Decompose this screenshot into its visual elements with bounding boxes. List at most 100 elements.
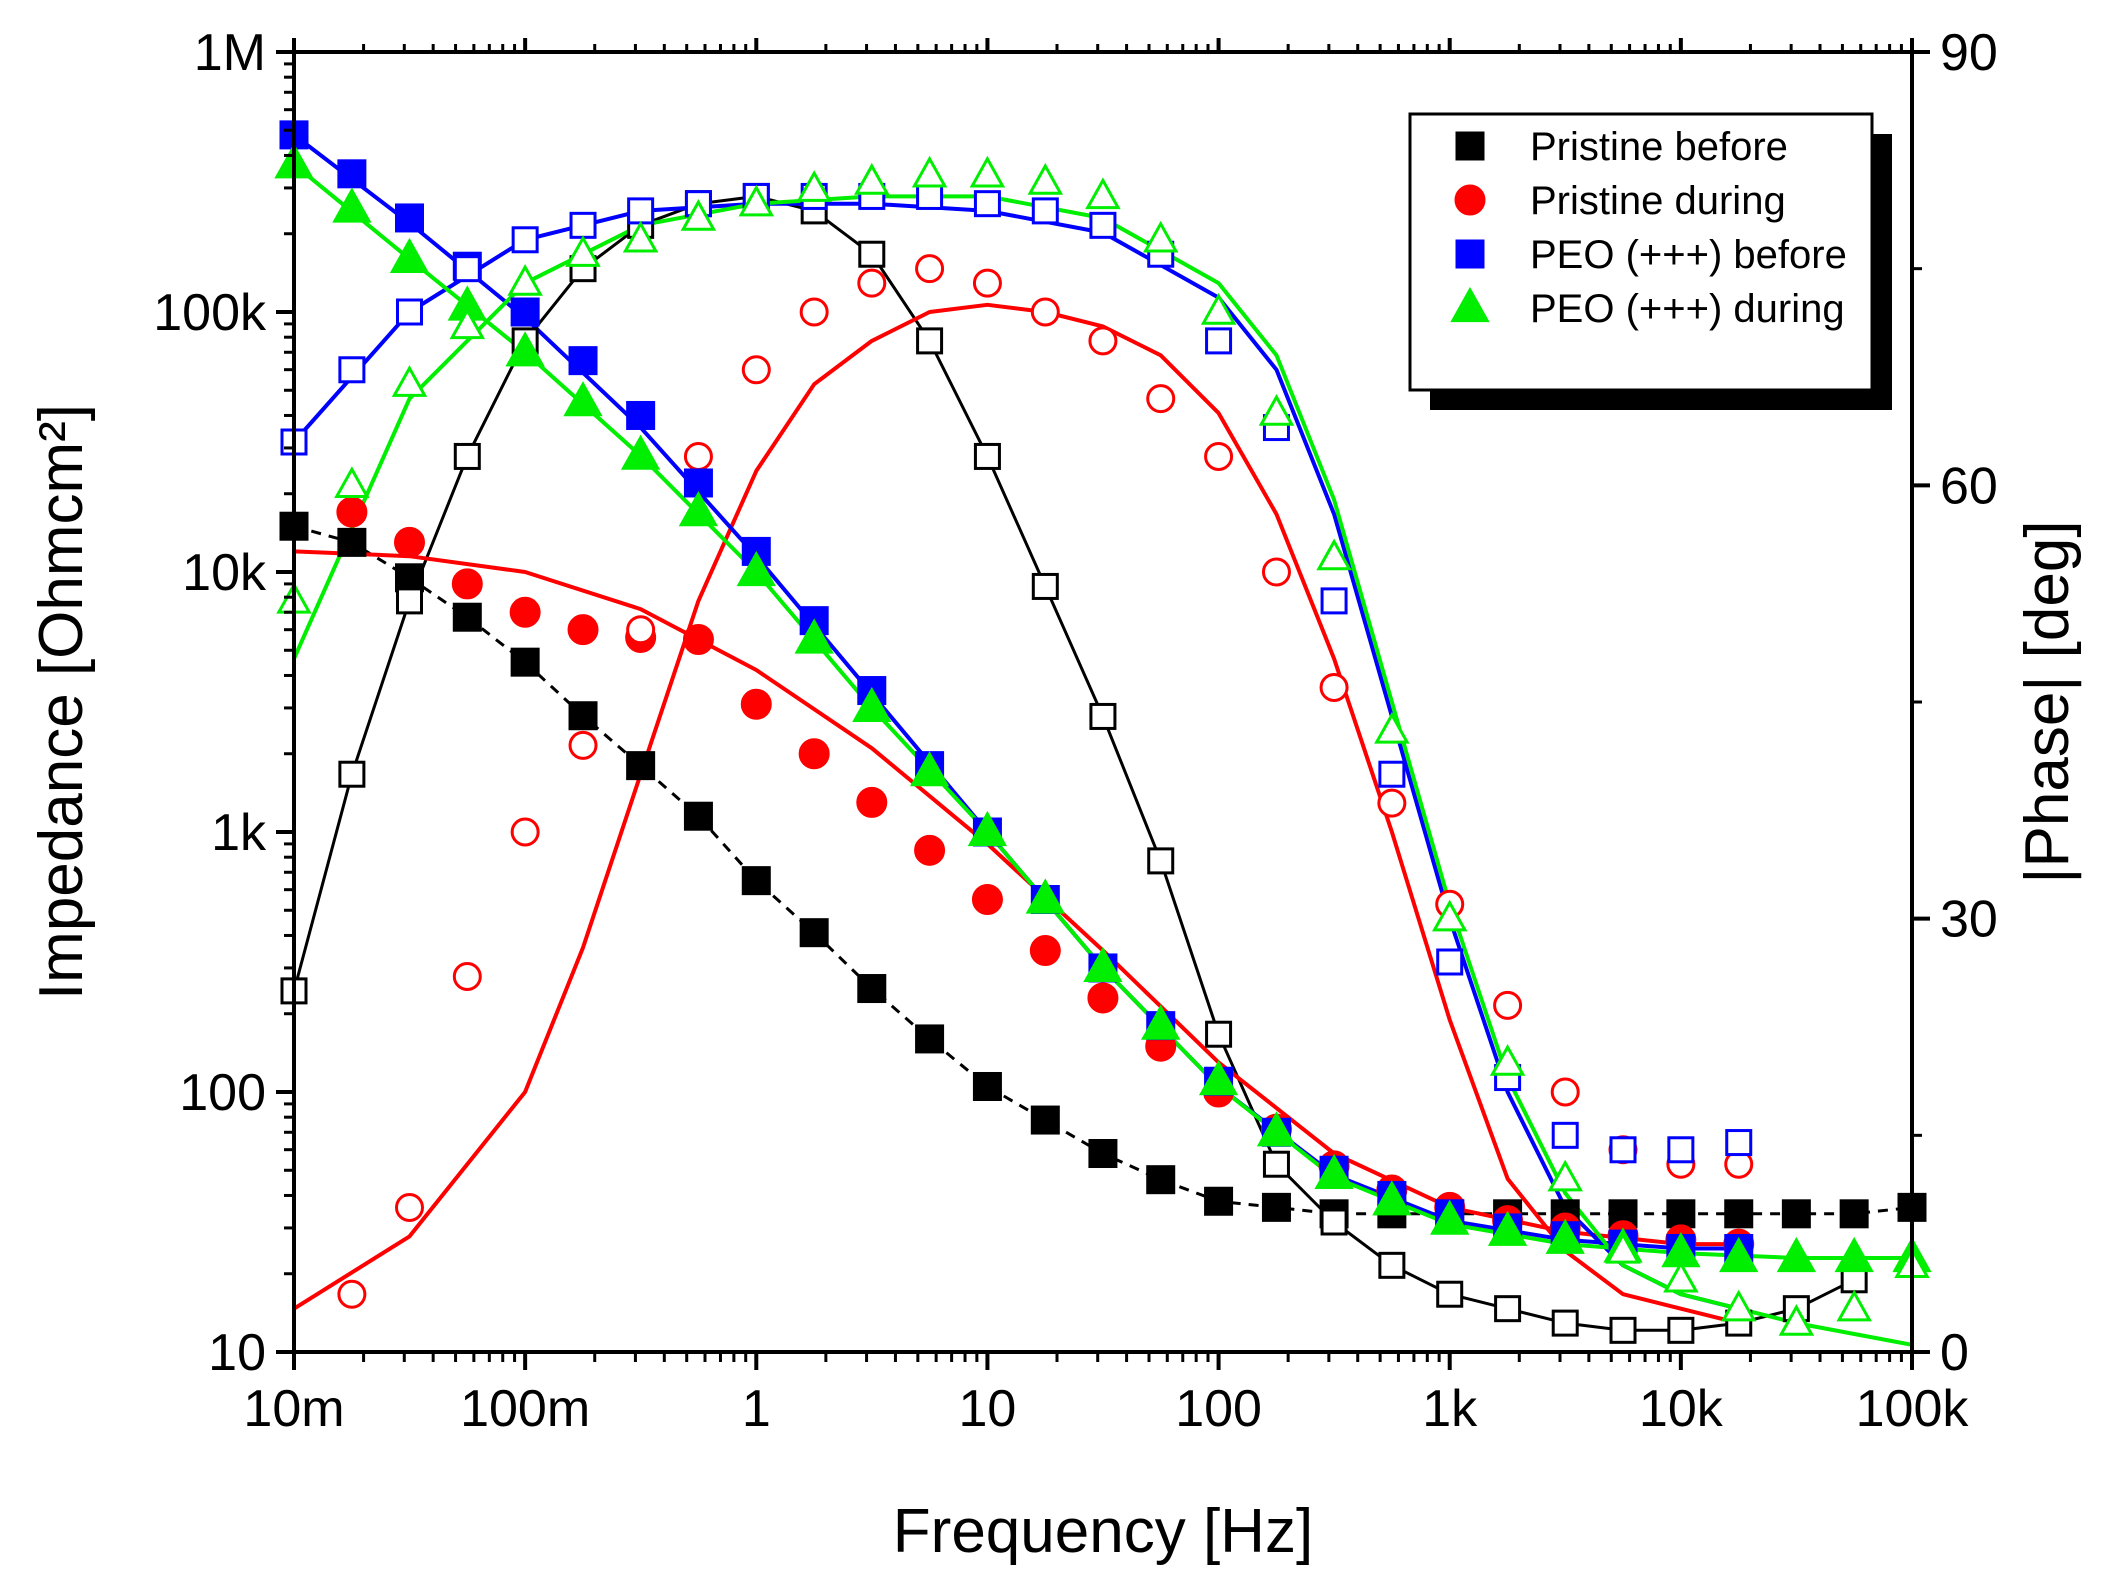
data-point-pristine-before-phase	[973, 442, 1001, 470]
data-point-peo-during-phase	[1778, 1304, 1815, 1336]
data-point-peo-during-phase	[391, 365, 428, 397]
data-point-peo-during-phase	[565, 235, 601, 267]
data-point-pristine-before-z	[394, 563, 424, 593]
data-point-pristine-during-z	[914, 834, 946, 866]
x-axis-label: Frequency [Hz]	[893, 1497, 1313, 1566]
legend-label: Pristine during	[1530, 179, 1786, 223]
data-point-peo-during-z	[1776, 1236, 1817, 1273]
data-point-peo-during-z	[852, 686, 892, 722]
data-point-peo-during-phase	[1605, 1231, 1641, 1264]
data-point-peo-during-z	[620, 434, 661, 470]
data-point-peo-during-z	[1430, 1199, 1470, 1235]
data-point-peo-before-phase	[627, 197, 655, 225]
data-point-pristine-during-phase	[1493, 990, 1523, 1020]
y-tick-label: 10k	[182, 544, 267, 602]
data-point-pristine-during-z	[798, 738, 830, 770]
data-point-peo-before-phase	[1725, 1129, 1753, 1157]
data-point-peo-during-phase	[1142, 220, 1179, 253]
data-point-pristine-during-z	[451, 568, 483, 600]
x-tick-label: 1k	[1422, 1380, 1478, 1438]
data-point-peo-before-phase	[453, 255, 481, 283]
legend-marker-pristine-before	[1455, 131, 1485, 161]
data-point-peo-before-z	[626, 400, 656, 430]
data-point-pristine-before-z	[626, 751, 656, 781]
data-point-pristine-during-phase	[741, 355, 771, 385]
x-tick-label: 10	[959, 1380, 1017, 1438]
data-point-peo-during-phase	[1200, 292, 1237, 325]
data-point-peo-during-phase	[507, 264, 543, 296]
data-point-pristine-during-phase	[915, 254, 945, 284]
y-tick-label: 1M	[194, 24, 266, 82]
data-point-peo-before-phase	[916, 182, 944, 210]
data-point-pristine-before-phase	[453, 442, 481, 470]
data-point-peo-during-phase	[1316, 538, 1352, 571]
data-point-pristine-during-phase	[1204, 441, 1234, 471]
y-tick-label: 1k	[211, 804, 267, 862]
y2-axis-label: |Phase| [deg]	[2013, 520, 2082, 883]
y2-tick-label: 30	[1940, 891, 1998, 949]
data-point-peo-during-z	[1141, 1004, 1181, 1040]
data-point-peo-during-phase	[680, 199, 717, 231]
data-point-peo-before-z	[510, 297, 540, 327]
data-point-pristine-before-z	[568, 701, 598, 731]
data-point-peo-before-phase	[511, 226, 539, 254]
data-point-pristine-before-z	[1088, 1139, 1118, 1169]
data-point-peo-during-phase	[1431, 899, 1468, 932]
legend-box	[1408, 112, 1874, 392]
data-point-pristine-before-phase	[916, 327, 944, 355]
data-point-peo-before-phase	[1609, 1136, 1637, 1164]
data-point-peo-during-phase	[1489, 1044, 1526, 1076]
data-point-pristine-during-z	[740, 688, 772, 720]
data-point-peo-during-phase	[911, 155, 948, 188]
connector-line-pristine-before-phase	[292, 194, 1855, 1332]
data-point-pristine-before-z	[1204, 1186, 1234, 1216]
data-point-peo-during-z	[1834, 1236, 1874, 1273]
x-tick-label: 100m	[460, 1380, 590, 1438]
data-point-peo-during-z	[794, 618, 834, 654]
data-point-pristine-before-z	[972, 1071, 1002, 1101]
data-point-pristine-before-z	[799, 918, 829, 948]
data-point-pristine-before-z	[915, 1024, 945, 1054]
data-point-pristine-during-phase	[1088, 326, 1118, 356]
legend-marker-pristine-during	[1454, 184, 1486, 216]
x-tick-label: 10k	[1639, 1380, 1724, 1438]
data-point-pristine-before-z	[510, 647, 540, 677]
data-point-peo-before-phase	[1551, 1121, 1579, 1149]
data-point-peo-during-phase	[1663, 1260, 1699, 1293]
data-point-pristine-during-phase	[857, 268, 887, 298]
data-point-peo-during-z	[1719, 1236, 1759, 1273]
data-point-peo-during-phase	[738, 184, 775, 217]
data-point-peo-before-z	[568, 346, 598, 376]
y2-tick-label: 60	[1940, 457, 1998, 515]
y2-tick-label: 0	[1940, 1324, 1969, 1382]
data-point-peo-during-phase	[796, 170, 832, 202]
data-point-pristine-before-z	[1839, 1199, 1869, 1229]
data-point-pristine-before-phase	[858, 240, 886, 268]
data-point-pristine-before-z	[683, 801, 713, 831]
data-point-pristine-during-z	[393, 526, 425, 558]
x-tick-label: 100	[1175, 1380, 1262, 1438]
data-point-pristine-during-z	[1029, 935, 1061, 967]
data-point-peo-during-z	[1198, 1060, 1239, 1096]
data-point-peo-before-phase	[1436, 948, 1464, 976]
legend-label: PEO (+++) before	[1530, 233, 1847, 277]
data-point-pristine-during-z	[336, 496, 368, 528]
data-point-pristine-during-phase	[337, 1279, 367, 1309]
data-point-pristine-before-phase	[338, 760, 366, 788]
data-point-pristine-during-phase	[626, 615, 656, 645]
data-point-peo-during-phase	[1547, 1159, 1583, 1192]
x-tick-label: 100k	[1856, 1380, 1970, 1438]
data-point-pristine-before-phase	[1031, 572, 1059, 600]
data-point-pristine-before-phase	[1378, 1251, 1406, 1279]
data-point-pristine-before-phase	[1436, 1280, 1464, 1308]
data-point-pristine-during-phase	[799, 297, 829, 327]
legend-label: PEO (+++) during	[1530, 287, 1845, 331]
data-point-pristine-during-phase	[1261, 557, 1291, 587]
legend-marker-peo-during	[1450, 286, 1490, 323]
data-point-pristine-before-phase	[1609, 1316, 1637, 1344]
data-point-pristine-before-z	[1261, 1192, 1291, 1222]
data-point-pristine-before-z	[1724, 1199, 1754, 1229]
data-point-pristine-before-z	[1030, 1105, 1060, 1135]
data-point-peo-during-z	[736, 550, 776, 587]
